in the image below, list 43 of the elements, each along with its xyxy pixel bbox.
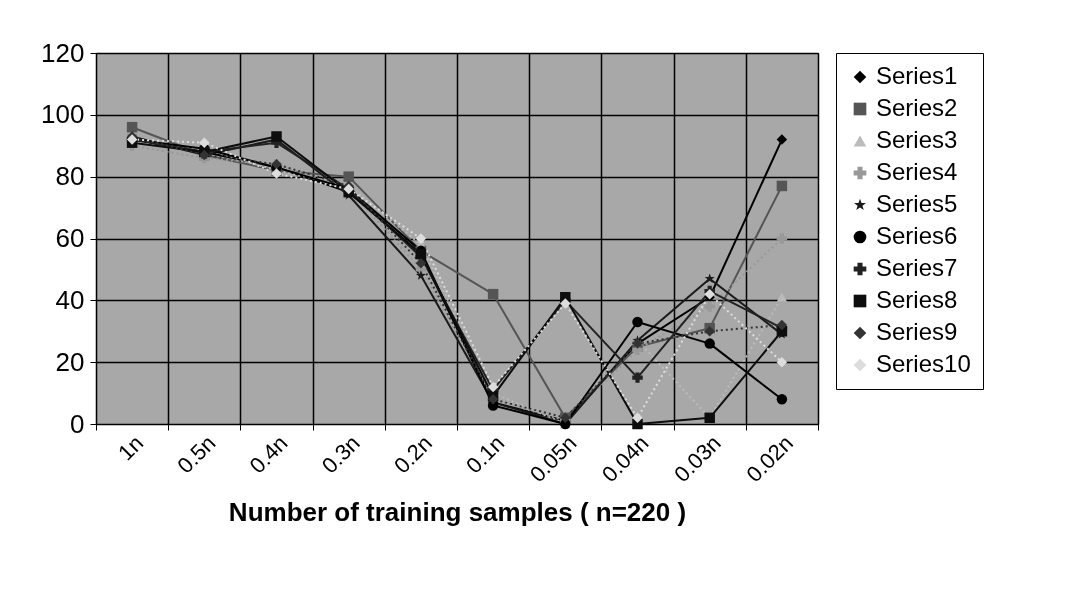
point (632, 372, 643, 383)
x-tick-label: 0.1n (461, 430, 510, 479)
point (487, 288, 499, 300)
y-tick-label: 60 (55, 223, 85, 253)
point (776, 180, 788, 192)
point (704, 273, 715, 283)
legend-label: Series4 (876, 158, 958, 185)
y-tick-label: 80 (55, 161, 85, 192)
point (632, 316, 643, 328)
point (776, 394, 788, 405)
legend-label: Series5 (876, 190, 958, 217)
x-tick-label: 1n (113, 430, 149, 466)
point (776, 292, 788, 302)
y-tick-label: 40 (55, 284, 85, 315)
y-tick-label: 120 (41, 37, 85, 68)
legend-label: Series8 (876, 286, 958, 313)
legend-label: Series6 (876, 222, 958, 249)
x-tick-label: 0.3n (316, 430, 365, 479)
legend-label: Series1 (876, 62, 958, 89)
y-tick-label: 20 (55, 346, 85, 377)
point (776, 356, 788, 368)
point (415, 233, 427, 244)
point (343, 171, 354, 182)
point (415, 270, 426, 280)
point (776, 134, 788, 145)
x-tick-label: 0.5n (172, 430, 221, 479)
x-tick-label: 0.4n (244, 430, 293, 479)
y-tick-label: 0 (70, 408, 85, 439)
legend-label: Series2 (876, 94, 958, 121)
point (704, 301, 715, 312)
legend-label: Series7 (876, 254, 958, 281)
point (704, 326, 715, 337)
legend-label: Series10 (876, 350, 971, 377)
y-tick-label: 100 (41, 99, 85, 130)
legend-label: Series9 (876, 318, 958, 345)
point (126, 121, 138, 133)
point (776, 233, 788, 244)
x-axis-title: Number of training samples ( n=220 ) (228, 497, 687, 528)
legend-label: Series3 (876, 126, 958, 153)
x-tick-label: 0.2n (388, 430, 437, 479)
point (632, 412, 643, 424)
point (415, 257, 427, 269)
point (704, 338, 715, 349)
